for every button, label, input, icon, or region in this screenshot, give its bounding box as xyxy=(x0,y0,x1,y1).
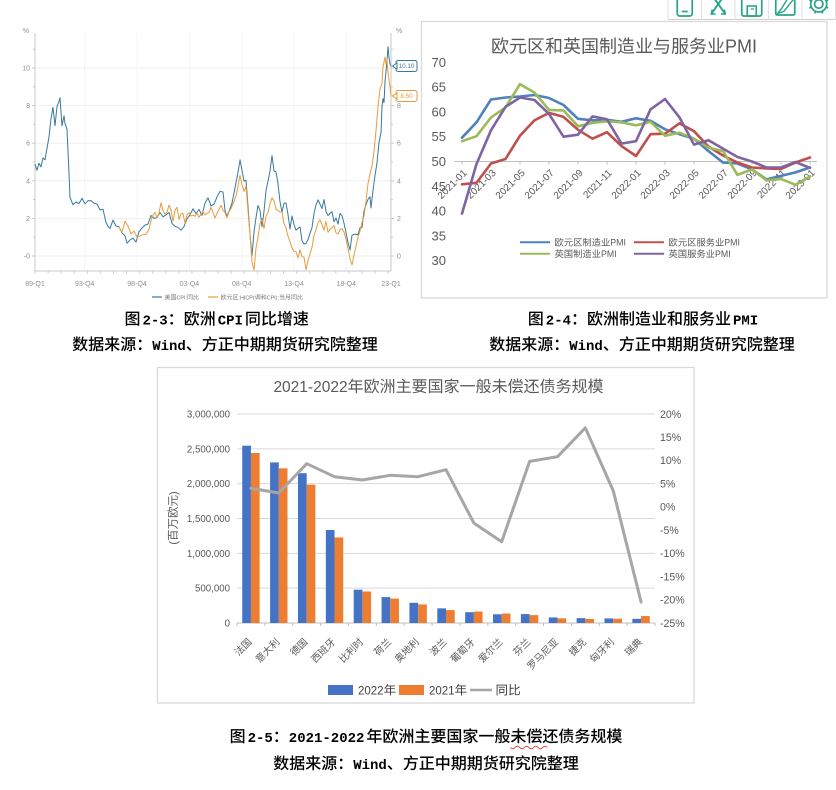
svg-text:Wind: Wind xyxy=(152,339,186,355)
svg-text:PMI: PMI xyxy=(610,238,626,248)
svg-text:6: 6 xyxy=(397,141,401,148)
svg-text:500,000: 500,000 xyxy=(195,584,231,595)
svg-text:-15%: -15% xyxy=(660,571,685,583)
svg-text:10.10: 10.10 xyxy=(399,63,415,70)
svg-text:2-5: 2-5 xyxy=(248,731,273,747)
svg-text:-20%: -20% xyxy=(660,595,685,607)
svg-text:CPI: CPI xyxy=(218,313,243,329)
svg-text:20%: 20% xyxy=(660,409,682,421)
svg-text:23-Q1: 23-Q1 xyxy=(381,281,401,288)
svg-text:03-Q4: 03-Q4 xyxy=(180,281,200,288)
svg-text:30: 30 xyxy=(432,253,446,268)
svg-text:CPI):: CPI): xyxy=(267,295,279,301)
svg-text:60: 60 xyxy=(432,104,446,119)
svg-text:4: 4 xyxy=(397,178,401,185)
svg-text:5%: 5% xyxy=(660,478,676,490)
svg-text:2-4: 2-4 xyxy=(546,313,571,329)
svg-text:2022: 2022 xyxy=(358,686,384,698)
svg-text:13-Q4: 13-Q4 xyxy=(284,281,304,288)
svg-text:93-Q4: 93-Q4 xyxy=(75,281,95,288)
svg-text:55: 55 xyxy=(432,129,446,144)
svg-text:70: 70 xyxy=(432,55,446,70)
svg-text:8: 8 xyxy=(26,103,30,110)
svg-text:0%: 0% xyxy=(660,502,676,514)
svg-text:40: 40 xyxy=(432,204,446,219)
svg-text:10: 10 xyxy=(22,66,30,73)
svg-text:2021-2022: 2021-2022 xyxy=(273,379,347,396)
svg-text:0: 0 xyxy=(397,254,401,261)
svg-text:35: 35 xyxy=(432,228,446,243)
svg-text:2,500,000: 2,500,000 xyxy=(187,444,231,455)
svg-text:2: 2 xyxy=(26,216,30,223)
svg-text:): ) xyxy=(168,491,180,495)
svg-text:-0: -0 xyxy=(24,254,30,261)
svg-text:CPI:: CPI: xyxy=(177,295,187,301)
svg-text:%: % xyxy=(23,28,29,35)
svg-text:0: 0 xyxy=(225,619,231,630)
svg-text:PMI: PMI xyxy=(715,249,731,259)
svg-text:1,000,000: 1,000,000 xyxy=(187,549,231,560)
svg-text:2-3: 2-3 xyxy=(143,313,168,329)
svg-text:2021-2022: 2021-2022 xyxy=(289,731,365,747)
svg-text:%: % xyxy=(396,28,402,35)
svg-text:08-Q4: 08-Q4 xyxy=(232,281,252,288)
svg-text:1,500,000: 1,500,000 xyxy=(187,514,231,525)
svg-text:45: 45 xyxy=(432,179,446,194)
svg-text:-10%: -10% xyxy=(660,548,685,560)
svg-text:8.50: 8.50 xyxy=(400,93,413,100)
svg-text:10%: 10% xyxy=(660,455,682,467)
svg-text:PMI: PMI xyxy=(601,249,617,259)
svg-text:6: 6 xyxy=(26,141,30,148)
svg-text:4: 4 xyxy=(26,178,30,185)
svg-text:PMI: PMI xyxy=(733,313,758,329)
svg-text:3,000,000: 3,000,000 xyxy=(187,410,231,421)
svg-text:18-Q4: 18-Q4 xyxy=(337,281,357,288)
svg-text:2,000,000: 2,000,000 xyxy=(187,479,231,490)
svg-text:15%: 15% xyxy=(660,432,682,444)
svg-text:Wind: Wind xyxy=(569,339,603,355)
svg-text:-25%: -25% xyxy=(660,618,685,630)
svg-text:2: 2 xyxy=(397,216,401,223)
svg-text:PMI: PMI xyxy=(725,37,757,57)
svg-text:50: 50 xyxy=(432,154,446,169)
svg-text:2021: 2021 xyxy=(429,686,455,698)
svg-text:89-Q1: 89-Q1 xyxy=(25,281,45,288)
svg-text::HICP(: :HICP( xyxy=(239,295,255,301)
svg-text:Wind: Wind xyxy=(353,758,387,774)
svg-text:98-Q4: 98-Q4 xyxy=(127,281,147,288)
svg-text:8: 8 xyxy=(397,103,401,110)
svg-text:-5%: -5% xyxy=(660,525,679,537)
svg-text:PMI: PMI xyxy=(724,238,740,248)
svg-text:(: ( xyxy=(168,541,180,545)
svg-text:65: 65 xyxy=(432,80,446,95)
